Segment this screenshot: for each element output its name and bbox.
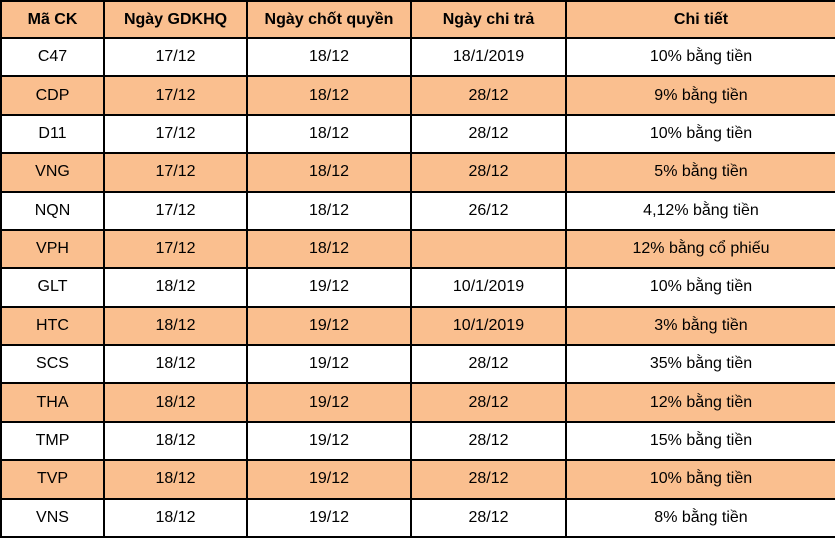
cell-stock-code: TMP [0,420,105,462]
cell-record-date: 18/12 [246,36,412,78]
cell-stock-code: THA [0,382,105,423]
cell-ex-dividend-date: 18/12 [103,343,248,385]
cell-ex-dividend-date: 17/12 [103,228,248,270]
table-row: VNS 18/12 19/12 28/12 8% bằng tiền [0,497,835,538]
cell-stock-code: GLT [0,267,105,308]
table-row: TVP 18/12 19/12 28/12 10% bằng tiền [0,459,835,500]
column-header-record-date: Ngày chốt quyền [246,0,412,39]
table-body: C47 17/12 18/12 18/1/2019 10% bằng tiền CDP 17… [0,36,835,538]
cell-stock-code: VNS [0,497,105,538]
cell-payment-date: 26/12 [410,190,567,231]
cell-record-date: 18/12 [246,113,412,155]
cell-detail: 10% bằng tiền [565,113,835,155]
cell-record-date: 19/12 [246,305,412,347]
cell-payment-date: 28/12 [410,497,567,538]
cell-ex-dividend-date: 18/12 [103,267,248,308]
table-row: TMP 18/12 19/12 28/12 15% bằng tiền [0,420,835,462]
column-header-ex-dividend-date: Ngày GDKHQ [103,0,248,39]
column-header-stock-code: Mã CK [0,0,105,39]
cell-stock-code: C47 [0,36,105,78]
cell-ex-dividend-date: 18/12 [103,382,248,423]
cell-detail: 15% bằng tiền [565,420,835,462]
cell-ex-dividend-date: 18/12 [103,305,248,347]
cell-ex-dividend-date: 17/12 [103,190,248,231]
cell-detail: 12% bằng tiền [565,382,835,423]
cell-payment-date: 18/1/2019 [410,36,567,78]
cell-ex-dividend-date: 18/12 [103,459,248,500]
cell-detail: 12% bằng cổ phiếu [565,228,835,270]
table-row: D11 17/12 18/12 28/12 10% bằng tiền [0,113,835,155]
cell-record-date: 19/12 [246,420,412,462]
cell-ex-dividend-date: 17/12 [103,75,248,116]
cell-detail: 8% bằng tiền [565,497,835,538]
cell-record-date: 18/12 [246,228,412,270]
cell-payment-date: 28/12 [410,343,567,385]
cell-record-date: 18/12 [246,190,412,231]
cell-stock-code: D11 [0,113,105,155]
cell-detail: 10% bằng tiền [565,459,835,500]
cell-payment-date [410,228,567,270]
cell-stock-code: HTC [0,305,105,347]
cell-record-date: 19/12 [246,459,412,500]
cell-ex-dividend-date: 17/12 [103,113,248,155]
cell-payment-date: 28/12 [410,152,567,193]
cell-record-date: 19/12 [246,343,412,385]
cell-record-date: 18/12 [246,75,412,116]
cell-payment-date: 28/12 [410,382,567,423]
table-row: GLT 18/12 19/12 10/1/2019 10% bằng tiền [0,267,835,308]
header-row: Mã CK Ngày GDKHQ Ngày chốt quyền Ngày ch… [0,0,835,39]
cell-payment-date: 10/1/2019 [410,267,567,308]
cell-detail: 35% bằng tiền [565,343,835,385]
cell-detail: 10% bằng tiền [565,267,835,308]
table-row: THA 18/12 19/12 28/12 12% bằng tiền [0,382,835,423]
table-row: SCS 18/12 19/12 28/12 35% bằng tiền [0,343,835,385]
cell-stock-code: TVP [0,459,105,500]
cell-stock-code: SCS [0,343,105,385]
cell-payment-date: 28/12 [410,75,567,116]
cell-stock-code: VNG [0,152,105,193]
cell-stock-code: NQN [0,190,105,231]
cell-ex-dividend-date: 17/12 [103,152,248,193]
cell-payment-date: 28/12 [410,113,567,155]
table-row: VNG 17/12 18/12 28/12 5% bằng tiền [0,152,835,193]
table-row: VPH 17/12 18/12 12% bằng cổ phiếu [0,228,835,270]
cell-stock-code: CDP [0,75,105,116]
cell-payment-date: 28/12 [410,420,567,462]
table-row: HTC 18/12 19/12 10/1/2019 3% bằng tiền [0,305,835,347]
cell-detail: 5% bằng tiền [565,152,835,193]
cell-record-date: 18/12 [246,152,412,193]
cell-payment-date: 10/1/2019 [410,305,567,347]
column-header-payment-date: Ngày chi trả [410,0,567,39]
cell-record-date: 19/12 [246,382,412,423]
cell-stock-code: VPH [0,228,105,270]
column-header-detail: Chi tiết [565,0,835,39]
cell-ex-dividend-date: 18/12 [103,420,248,462]
cell-detail: 3% bằng tiền [565,305,835,347]
cell-detail: 10% bằng tiền [565,36,835,78]
cell-detail: 4,12% bằng tiền [565,190,835,231]
cell-record-date: 19/12 [246,267,412,308]
cell-detail: 9% bằng tiền [565,75,835,116]
cell-payment-date: 28/12 [410,459,567,500]
cell-ex-dividend-date: 18/12 [103,497,248,538]
table-row: CDP 17/12 18/12 28/12 9% bằng tiền [0,75,835,116]
table-row: C47 17/12 18/12 18/1/2019 10% bằng tiền [0,36,835,78]
table-row: NQN 17/12 18/12 26/12 4,12% bằng tiền [0,190,835,231]
cell-record-date: 19/12 [246,497,412,538]
cell-ex-dividend-date: 17/12 [103,36,248,78]
